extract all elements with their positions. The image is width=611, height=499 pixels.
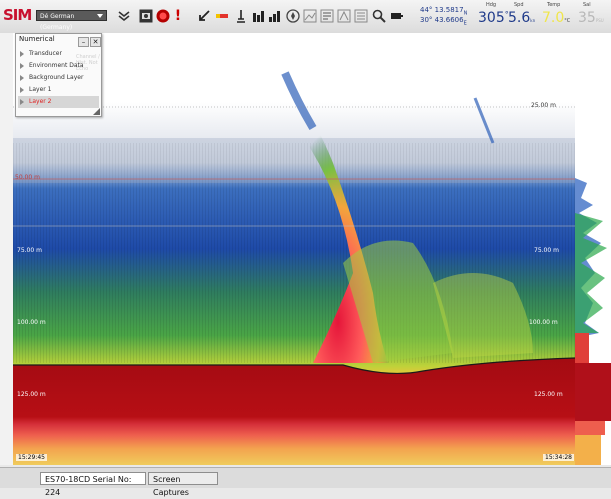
temperature-label: Temp xyxy=(547,2,561,8)
echogram-icon[interactable] xyxy=(252,8,266,24)
minimize-button[interactable]: – xyxy=(78,37,89,47)
main-toolbar: SIM Dé German (Germany) ! xyxy=(0,0,611,34)
latitude-readout: 44° 13.5817N xyxy=(420,6,468,17)
panel-item-transducer[interactable]: Transducer xyxy=(18,48,99,60)
depth-label-25: 25.00 m xyxy=(531,102,556,109)
numerical-panel-list: Transducer Environment Data Background L… xyxy=(18,48,99,108)
layer-2-icon[interactable] xyxy=(320,8,334,24)
panel-item-layer-1[interactable]: Layer 1 xyxy=(18,84,99,96)
depth-label-75-right: 75.00 m xyxy=(534,247,559,254)
ruler-icon[interactable] xyxy=(215,8,229,24)
layer-1-icon[interactable] xyxy=(303,8,317,24)
depth-label-50: 50.00 m xyxy=(15,174,40,181)
echogram-view[interactable]: 25.00 m 50.00 m 75.00 m 75.00 m 100.00 m… xyxy=(13,33,575,465)
panel-item-layer-2[interactable]: Layer 2 xyxy=(18,96,99,108)
language-select[interactable]: Dé German (Germany) xyxy=(36,10,107,31)
resize-grip-icon[interactable] xyxy=(93,108,100,115)
status-bar: ES70-18CD Serial No: 224 Screen Captures xyxy=(0,467,611,497)
temperature-value: 7.0°C xyxy=(542,10,571,26)
echogram-image xyxy=(13,33,575,465)
layer-3-icon[interactable] xyxy=(337,8,351,24)
time-start-label: 15:29:45 xyxy=(16,454,47,461)
status-tab-serial[interactable]: ES70-18CD Serial No: 224 xyxy=(40,472,146,497)
battery-icon[interactable] xyxy=(390,8,404,24)
camera-icon[interactable] xyxy=(139,8,153,24)
simrad-logo: SIM xyxy=(3,6,32,24)
layer-4-icon[interactable] xyxy=(354,8,368,24)
chevron-down-icon[interactable] xyxy=(118,8,130,24)
bar-chart-icon[interactable] xyxy=(268,8,282,24)
status-tab-screen-captures[interactable]: Screen Captures xyxy=(148,472,218,497)
panel-faint-text: Channel / Hist. Not Echo xyxy=(76,54,100,72)
salinity-value: 35PSU xyxy=(578,10,604,26)
salinity-label: Sal xyxy=(583,2,591,8)
record-icon[interactable] xyxy=(156,8,170,24)
depth-label-125-left: 125.00 m xyxy=(17,391,46,398)
bottom-line-icon[interactable] xyxy=(234,8,248,24)
depth-label-100-left: 100.00 m xyxy=(17,319,46,326)
numerical-panel[interactable]: Numerical – ✕ Channel / Hist. Not Echo T… xyxy=(15,33,102,117)
speed-value: 5.6kn xyxy=(508,10,536,26)
left-gutter xyxy=(0,33,13,465)
zoom-icon[interactable] xyxy=(372,8,386,24)
depth-histogram xyxy=(575,33,611,465)
numerical-panel-title: Numerical xyxy=(19,35,55,43)
alert-icon[interactable]: ! xyxy=(174,8,182,24)
pointer-icon[interactable] xyxy=(197,8,211,24)
panel-item-environment-data[interactable]: Environment Data xyxy=(18,60,99,72)
panel-item-background-layer[interactable]: Background Layer xyxy=(18,72,99,84)
close-button[interactable]: ✕ xyxy=(90,37,101,47)
heading-value: 305° xyxy=(478,10,509,26)
heading-label: Hdg xyxy=(486,2,497,8)
compass-icon[interactable] xyxy=(286,8,300,24)
longitude-readout: 30° 43.6606E xyxy=(420,16,467,27)
depth-label-100-right: 100.00 m xyxy=(529,319,558,326)
speed-label: Spd xyxy=(514,2,524,8)
time-end-label: 15:34:28 xyxy=(543,454,574,461)
depth-label-75-left: 75.00 m xyxy=(17,247,42,254)
depth-label-125-right: 125.00 m xyxy=(534,391,563,398)
